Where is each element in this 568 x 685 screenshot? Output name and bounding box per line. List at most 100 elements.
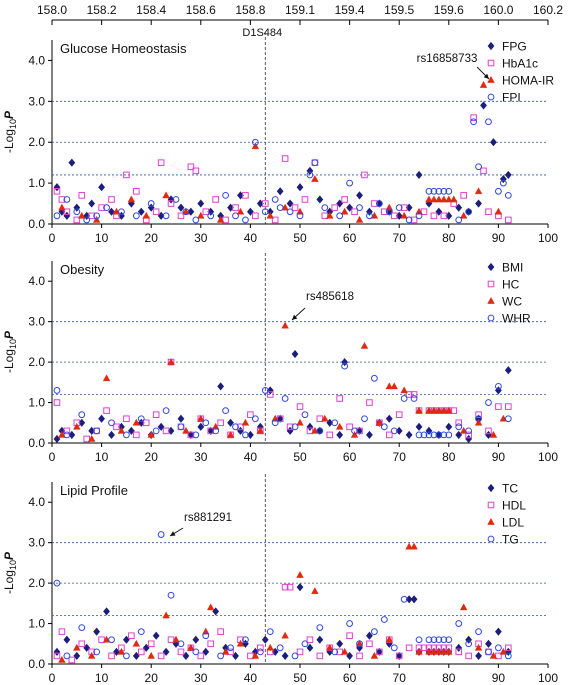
data-point	[216, 215, 225, 223]
x-tick-label: 50	[293, 671, 307, 685]
x-tick-label: 50	[293, 231, 307, 245]
data-point	[440, 647, 448, 655]
data-point	[381, 208, 388, 216]
data-point	[410, 391, 418, 398]
data-point	[123, 431, 130, 439]
series-WHR	[53, 362, 512, 439]
data-point	[495, 644, 502, 652]
data-point	[495, 187, 502, 195]
x-tick-label: 0	[49, 231, 56, 245]
data-point	[152, 631, 160, 640]
legend-marker-diamond	[487, 262, 495, 272]
legend-marker-triangle	[487, 517, 495, 525]
x-tick-label: 80	[442, 231, 456, 245]
data-point	[133, 431, 140, 439]
data-point	[455, 648, 463, 656]
x-tick-label: 0	[49, 671, 56, 685]
data-point	[58, 655, 66, 663]
data-point	[93, 427, 101, 435]
data-point	[316, 624, 324, 631]
data-point	[435, 636, 443, 644]
data-point	[445, 422, 453, 431]
data-point	[371, 628, 378, 636]
data-point	[435, 406, 443, 414]
data-point	[485, 399, 492, 406]
data-point	[73, 651, 81, 660]
x-tick-label: 100	[538, 231, 558, 245]
data-point	[222, 191, 230, 199]
data-point	[390, 382, 398, 390]
data-point	[261, 387, 269, 394]
data-point	[366, 640, 373, 648]
data-point	[98, 204, 105, 211]
data-point	[217, 628, 224, 635]
data-point	[251, 138, 259, 146]
data-point	[395, 651, 403, 660]
data-point	[425, 426, 433, 435]
data-point	[380, 616, 388, 623]
data-point	[480, 167, 487, 175]
data-point	[242, 216, 249, 224]
data-point	[410, 216, 418, 224]
y-tick-label: 4.0	[28, 495, 45, 509]
data-point	[445, 647, 453, 655]
data-point	[505, 403, 512, 410]
y-tick-label: 2.0	[28, 135, 45, 149]
data-point	[336, 430, 344, 439]
data-point	[505, 216, 512, 224]
data-point	[495, 403, 502, 410]
data-point	[197, 414, 205, 422]
data-point	[182, 208, 190, 216]
data-point	[142, 211, 150, 219]
data-point	[485, 427, 492, 435]
data-point	[53, 212, 61, 220]
data-point	[123, 652, 130, 660]
x-tick-label: 40	[244, 450, 258, 464]
y-tick-label: 4.0	[28, 274, 45, 288]
data-point	[113, 423, 120, 431]
data-point	[321, 414, 329, 422]
data-point	[435, 187, 443, 195]
data-point	[73, 216, 81, 224]
data-point	[242, 636, 249, 644]
data-point	[296, 212, 304, 220]
data-point	[281, 321, 289, 329]
x-tick-label: 20	[145, 450, 159, 464]
data-point	[341, 196, 348, 203]
data-point	[162, 212, 170, 220]
data-point	[465, 652, 472, 660]
data-point	[321, 204, 329, 212]
data-point	[356, 643, 363, 652]
data-point	[430, 195, 438, 203]
data-point	[177, 648, 185, 656]
data-point	[63, 196, 71, 203]
data-point	[326, 643, 334, 651]
data-point	[53, 434, 61, 444]
x-tick-label: 10	[95, 231, 109, 245]
data-point	[361, 415, 368, 423]
data-point	[172, 635, 180, 643]
data-point	[127, 426, 135, 435]
data-point	[103, 607, 110, 616]
data-point	[499, 179, 507, 187]
top-axis-tick-label: 158.6	[186, 3, 216, 17]
data-point	[182, 426, 190, 434]
x-tick-label: 60	[343, 231, 357, 245]
snp-annotation: rs16858733	[417, 53, 478, 65]
data-point	[187, 163, 195, 171]
data-point	[311, 159, 319, 167]
y-tick-label: 3.0	[28, 536, 45, 550]
legend-marker-square	[487, 280, 495, 288]
data-point	[346, 620, 354, 627]
data-point	[366, 399, 373, 406]
data-point	[132, 418, 141, 426]
data-point	[440, 406, 448, 414]
data-point	[296, 183, 304, 192]
data-point	[73, 208, 81, 216]
data-point	[222, 407, 230, 415]
data-point	[281, 395, 289, 402]
series-WC	[58, 321, 508, 442]
data-point	[405, 542, 413, 550]
data-point	[405, 216, 413, 224]
